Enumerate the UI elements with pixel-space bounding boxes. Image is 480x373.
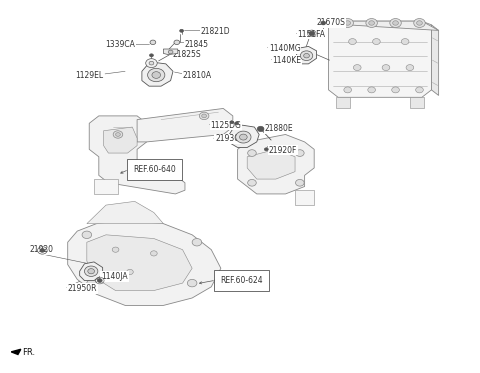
Text: 1339CA: 1339CA [105, 40, 135, 49]
Circle shape [150, 40, 156, 44]
Circle shape [202, 114, 206, 118]
Circle shape [390, 19, 401, 28]
Polygon shape [238, 135, 314, 194]
Circle shape [401, 38, 409, 44]
Polygon shape [410, 97, 424, 109]
Text: 21880E: 21880E [265, 125, 293, 134]
Circle shape [300, 51, 313, 60]
Circle shape [416, 87, 423, 93]
Circle shape [257, 126, 264, 132]
Text: 21920F: 21920F [269, 145, 297, 154]
Text: 1140JA: 1140JA [101, 272, 128, 281]
Circle shape [240, 134, 247, 140]
Circle shape [116, 133, 120, 137]
Polygon shape [137, 109, 233, 142]
Circle shape [174, 40, 180, 44]
Circle shape [248, 179, 256, 186]
Circle shape [88, 269, 95, 274]
Polygon shape [94, 179, 118, 194]
Circle shape [152, 72, 160, 78]
Circle shape [187, 279, 197, 287]
Circle shape [392, 87, 399, 93]
Circle shape [180, 29, 183, 32]
Circle shape [264, 148, 268, 151]
Circle shape [230, 121, 234, 124]
Circle shape [372, 38, 380, 44]
Circle shape [393, 21, 398, 25]
Circle shape [236, 131, 251, 143]
Text: 21845: 21845 [184, 40, 208, 49]
Circle shape [82, 231, 92, 238]
Polygon shape [297, 46, 317, 64]
Polygon shape [328, 21, 432, 97]
Circle shape [199, 112, 209, 120]
Circle shape [112, 247, 119, 252]
Polygon shape [68, 220, 221, 305]
Circle shape [366, 19, 377, 28]
Circle shape [382, 65, 390, 70]
Circle shape [296, 150, 304, 156]
Circle shape [84, 266, 98, 276]
Text: 21825S: 21825S [172, 50, 201, 59]
Text: 1125DG: 1125DG [210, 121, 241, 130]
Polygon shape [87, 201, 163, 224]
Circle shape [406, 65, 414, 70]
Text: 21821D: 21821D [201, 26, 230, 36]
Circle shape [40, 248, 45, 252]
Circle shape [309, 31, 315, 36]
Polygon shape [104, 127, 137, 153]
Polygon shape [432, 25, 439, 95]
Text: 1140KE: 1140KE [273, 56, 301, 65]
Polygon shape [336, 97, 350, 109]
Polygon shape [163, 49, 178, 54]
Circle shape [296, 179, 304, 186]
Circle shape [342, 19, 353, 28]
Polygon shape [87, 235, 192, 291]
Circle shape [304, 53, 310, 58]
Circle shape [417, 21, 422, 25]
Circle shape [345, 21, 350, 25]
Circle shape [151, 251, 157, 256]
Polygon shape [80, 262, 103, 280]
Circle shape [414, 19, 425, 28]
Circle shape [87, 279, 96, 287]
Circle shape [344, 87, 351, 93]
Circle shape [235, 122, 239, 125]
Text: FR.: FR. [22, 348, 35, 357]
Text: 21920: 21920 [29, 245, 53, 254]
Circle shape [248, 150, 256, 156]
Polygon shape [295, 190, 314, 205]
Polygon shape [228, 125, 259, 147]
Circle shape [97, 279, 102, 282]
Circle shape [127, 269, 133, 275]
Circle shape [168, 50, 173, 54]
Text: REF.60-624: REF.60-624 [220, 276, 263, 285]
Circle shape [348, 38, 356, 44]
Polygon shape [89, 116, 185, 194]
Circle shape [353, 65, 361, 70]
Text: 21810A: 21810A [182, 70, 212, 79]
Circle shape [150, 54, 154, 57]
Text: 1151FA: 1151FA [298, 29, 325, 39]
Text: REF.60-640: REF.60-640 [133, 165, 176, 174]
Polygon shape [11, 349, 21, 354]
Circle shape [113, 131, 123, 138]
Polygon shape [142, 62, 173, 86]
Text: 1140MG: 1140MG [269, 44, 300, 53]
Circle shape [149, 61, 154, 65]
Circle shape [148, 68, 165, 82]
Circle shape [368, 87, 375, 93]
Text: 1129EL: 1129EL [75, 70, 103, 79]
Circle shape [146, 59, 157, 68]
Polygon shape [338, 21, 439, 31]
Text: 21670S: 21670S [317, 19, 346, 28]
Text: 21950R: 21950R [68, 284, 97, 293]
Circle shape [192, 238, 202, 246]
Circle shape [321, 21, 325, 25]
Polygon shape [247, 149, 295, 179]
Circle shape [369, 21, 374, 25]
Text: 21930: 21930 [215, 134, 239, 144]
